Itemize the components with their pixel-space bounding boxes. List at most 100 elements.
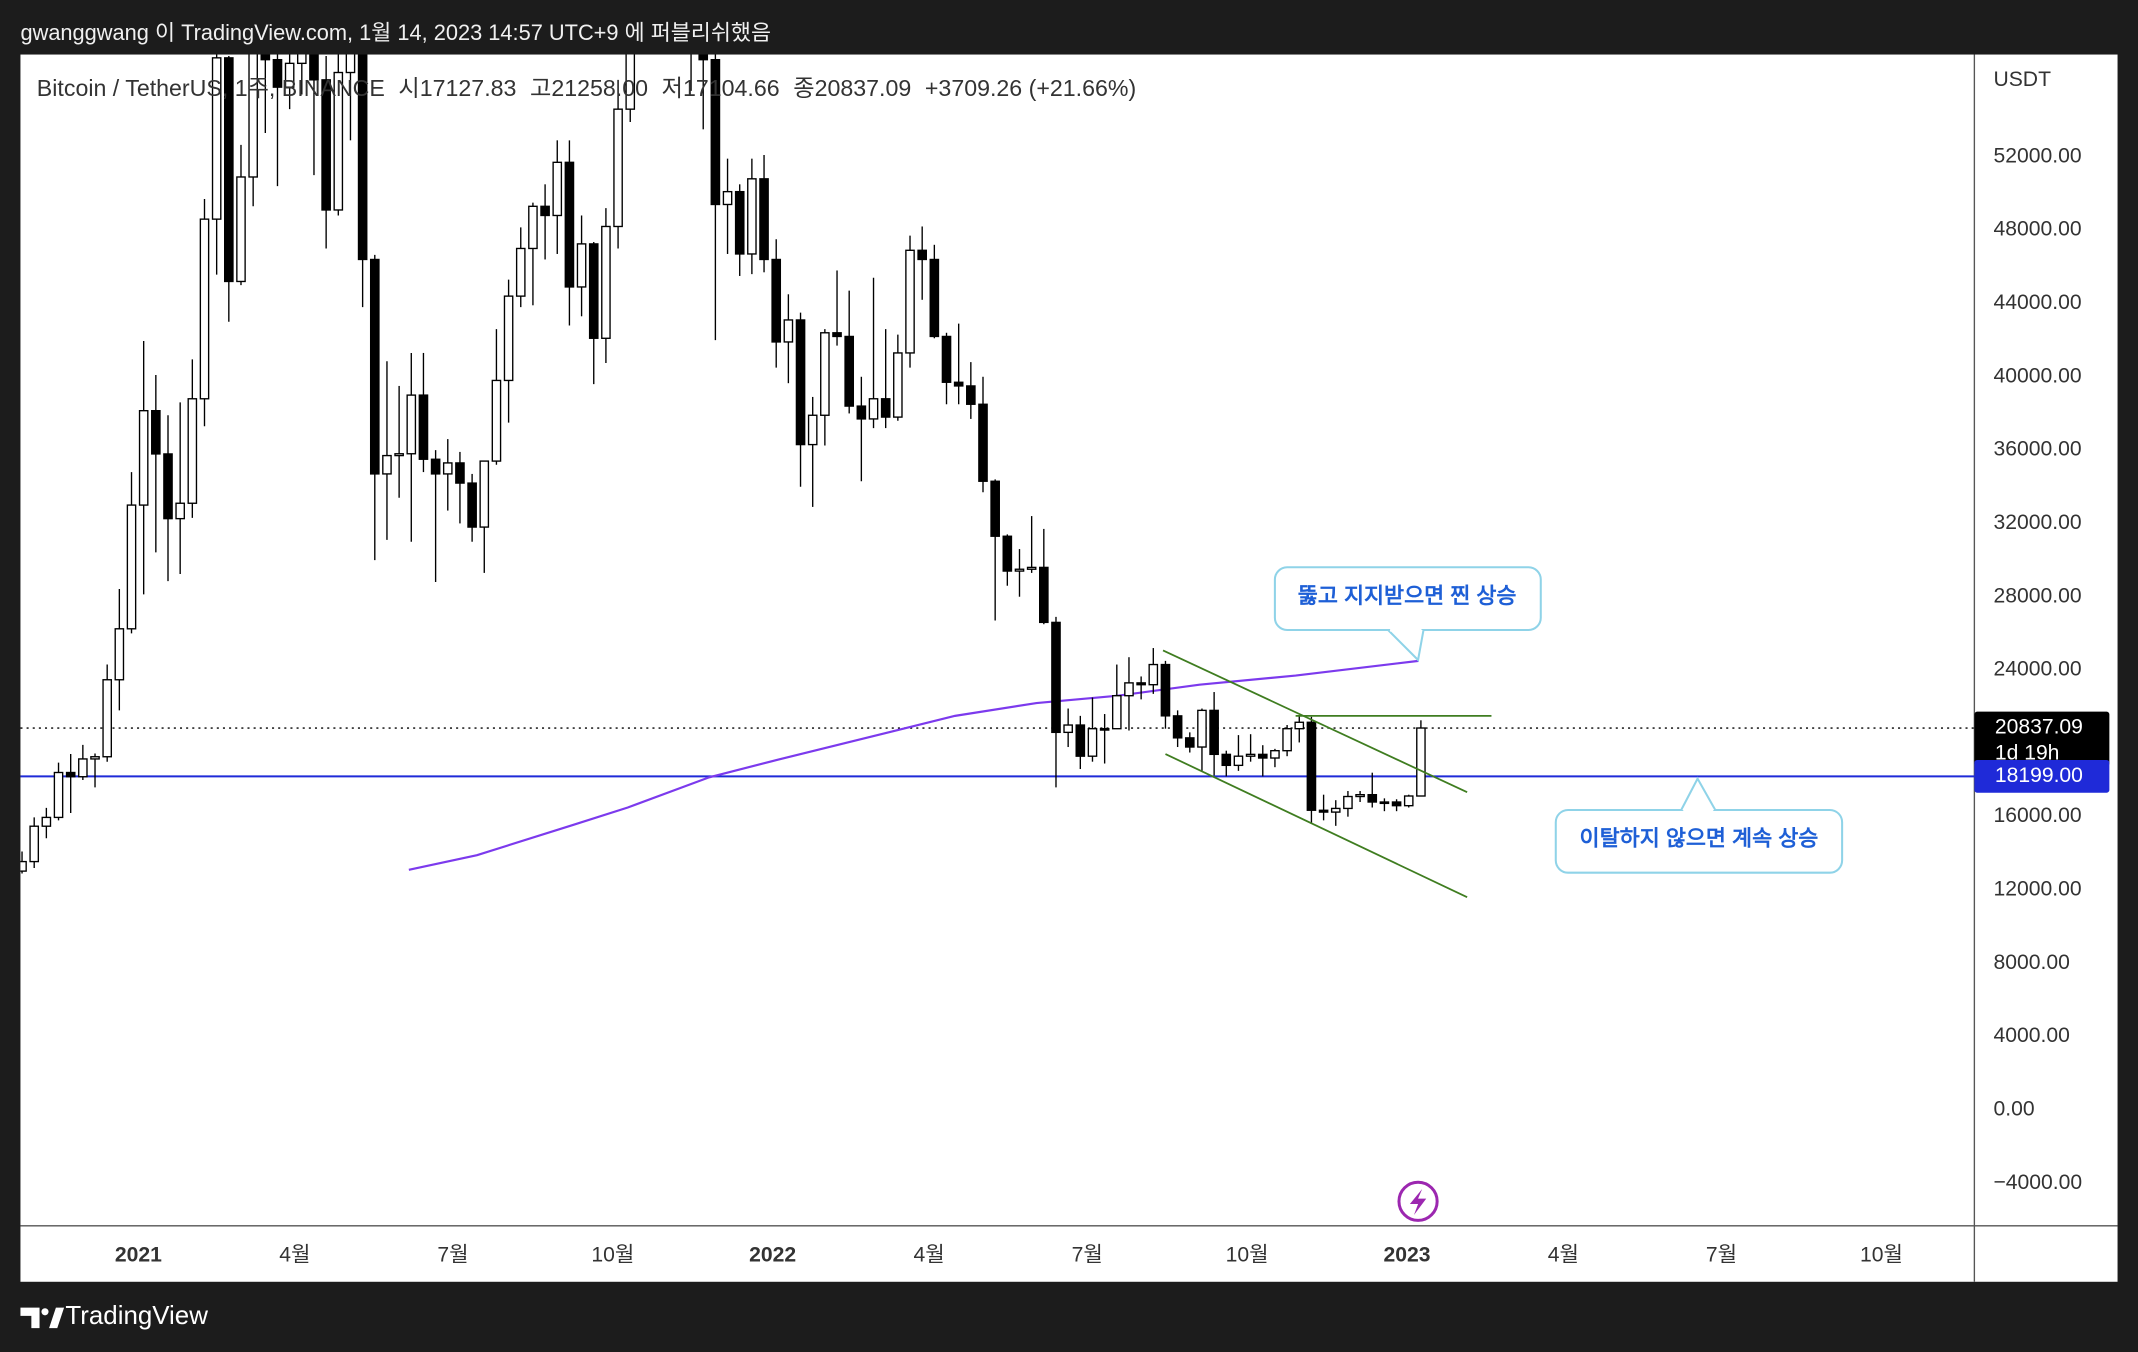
candle-body [1111, 695, 1122, 730]
legend-label: 종 [793, 75, 814, 101]
candle-body [187, 398, 198, 504]
candle-body [1075, 724, 1086, 757]
candle-body [65, 771, 76, 778]
candle-body [929, 258, 940, 338]
candle-body [41, 816, 52, 827]
x-tick-label: 10월 [591, 1242, 634, 1266]
candle-body [1184, 737, 1195, 748]
candle-body [382, 454, 392, 475]
price-label: 20837.09 [1995, 716, 2083, 739]
callout-text: 이탈하지 않으면 계속 상승 [1580, 826, 1819, 851]
candle-body [345, 54, 356, 74]
candle-body [1233, 755, 1244, 767]
candle-body [795, 319, 806, 446]
candle-body [1294, 721, 1305, 730]
candle-body [1172, 715, 1183, 739]
legend: Bitcoin / TetherUS, 1주, BINANCE 시17127.83… [37, 75, 1136, 101]
x-tick-label: 7월 [437, 1242, 468, 1266]
callout-tail [1387, 629, 1425, 663]
candle-body [734, 190, 745, 255]
candle-body [20, 860, 27, 872]
candle-body [856, 405, 867, 420]
price-axis-unit: USDT [1993, 68, 2051, 91]
y-tick-label: 24000.00 [1993, 658, 2081, 681]
x-tick-label: 4월 [914, 1242, 945, 1266]
price-label-box [1974, 760, 2110, 793]
x-tick-label: 7월 [1072, 1242, 1103, 1266]
candle-body [832, 332, 842, 338]
candle-body [1160, 663, 1171, 717]
x-tick-label: 2021 [115, 1243, 162, 1266]
candle-body [296, 54, 307, 65]
y-tick-label: 36000.00 [1993, 438, 2081, 461]
candle-body [613, 108, 623, 228]
candle-body [1318, 809, 1329, 813]
legend-label: 저 [662, 75, 683, 101]
candle-body [588, 243, 599, 339]
moving-average [408, 659, 1419, 871]
legend-value: 17127.83 [420, 75, 517, 101]
trend-line [1165, 753, 1468, 899]
x-tick-label: 10월 [1860, 1242, 1903, 1266]
header-text: gwanggwang 이 TradingView.com, 1월 14, 202… [20, 20, 771, 45]
callout-text: 뚫고 지지받으면 찐 상승 [1298, 583, 1517, 608]
candle-body [880, 398, 891, 418]
candle-body [1403, 795, 1414, 807]
callout: 이탈하지 않으면 계속 상승 [1554, 776, 1844, 874]
y-tick-label: 44000.00 [1993, 291, 2081, 314]
candle-body [1221, 753, 1232, 767]
footer-logo: TradingView [20, 1302, 208, 1330]
candle-body [953, 381, 964, 387]
candle-body [224, 57, 234, 283]
candle-body [759, 178, 769, 261]
candle-body [491, 379, 502, 462]
x-tick-label: 2023 [1384, 1243, 1431, 1266]
x-tick-label: 2022 [749, 1243, 796, 1266]
y-tick-label: 4000.00 [1993, 1024, 2069, 1047]
candle-body [467, 482, 477, 528]
candle-body [747, 178, 757, 255]
y-tick-label: 8000.00 [1993, 951, 2069, 974]
candle-body [844, 335, 855, 407]
candle-body [1014, 568, 1025, 572]
candle-body [1002, 535, 1013, 572]
candle-body [1124, 682, 1134, 697]
price-label-box [1974, 711, 2110, 767]
x-tick-label: 4월 [279, 1242, 310, 1266]
candle-body [966, 385, 976, 405]
y-tick-label: 28000.00 [1993, 584, 2081, 607]
y-tick-label: 40000.00 [1993, 364, 2081, 387]
y-tick-label: 32000.00 [1993, 511, 2081, 534]
callout: 뚫고 지지받으면 찐 상승 [1273, 566, 1542, 663]
candle-body [552, 161, 563, 217]
candle-body [1391, 801, 1402, 807]
price-countdown: 1d 19h [1995, 742, 2060, 765]
candle-body [576, 243, 587, 288]
candle-body [455, 462, 465, 484]
candle-body [1379, 801, 1390, 805]
candle-body [53, 771, 64, 819]
candle-body [1063, 724, 1073, 734]
candle-body [102, 679, 113, 758]
candle-body [1355, 793, 1365, 798]
candle-body [1416, 727, 1426, 797]
candle-body [309, 54, 319, 81]
candle-body [1051, 621, 1061, 734]
candle-body [917, 249, 927, 261]
price-label: 18199.00 [1995, 764, 2083, 787]
candle-body [406, 394, 417, 455]
candle-body [1026, 566, 1037, 570]
candle-body [211, 57, 222, 220]
candle-body [978, 403, 988, 482]
candle-body [236, 176, 246, 283]
candle-body [369, 258, 380, 475]
event-icon[interactable] [1397, 1180, 1439, 1222]
candle-body [710, 58, 721, 206]
y-tick-label: −4000.00 [1993, 1171, 2082, 1194]
candle-body [138, 410, 149, 506]
candle-body [1245, 753, 1256, 757]
candle-body [151, 410, 161, 455]
candle-body [1099, 728, 1110, 731]
